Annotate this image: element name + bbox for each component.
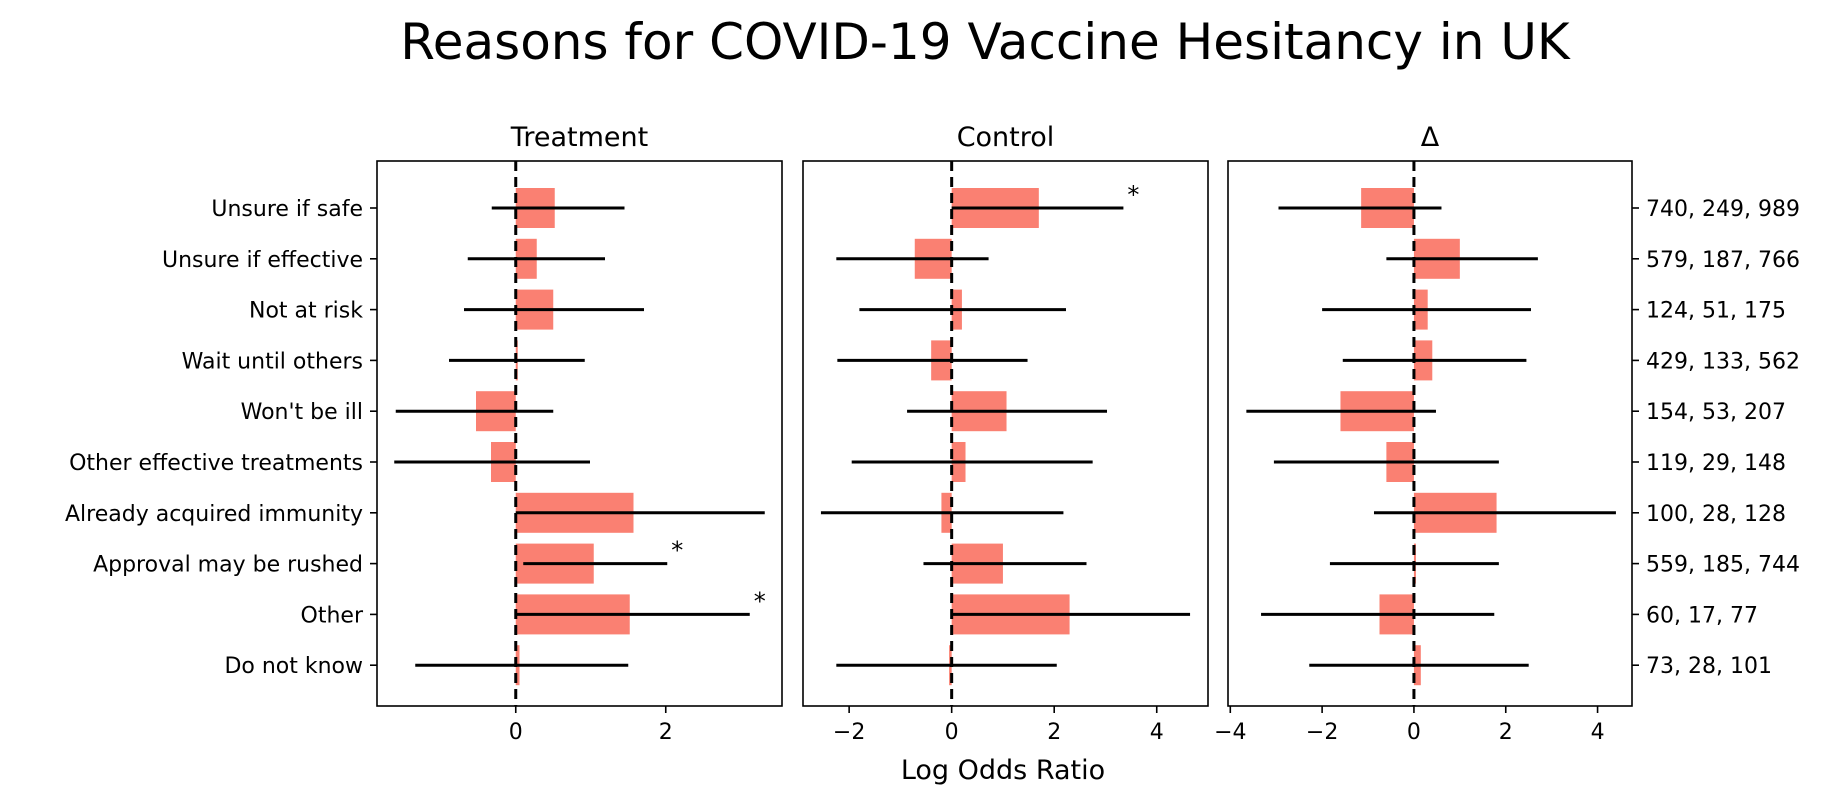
count-label: 154, 53, 207: [1646, 400, 1786, 425]
chart-title: Reasons for COVID-19 Vaccine Hesitancy i…: [400, 13, 1571, 71]
count-label: 559, 185, 744: [1646, 553, 1800, 578]
x-tick-label: −2: [833, 720, 865, 745]
x-tick-label: 2: [1047, 720, 1061, 745]
x-tick-label: 4: [1150, 720, 1164, 745]
panel-2: Δ −4 −2 0 2 4 740, 249, 989 579, 187, 766 124, 5…: [1214, 122, 1800, 745]
x-tick-label: 0: [1407, 720, 1421, 745]
significance-marker: *: [671, 537, 683, 565]
x-tick-label: −4: [1214, 720, 1246, 745]
x-tick-label: 0: [509, 720, 523, 745]
category-label: Won't be ill: [241, 400, 363, 425]
panel-0: * * Treatment 0 2 Unsure if safe Unsure if eff…: [65, 122, 783, 745]
category-label: Already acquired immunity: [65, 502, 363, 527]
panel-title: Control: [957, 122, 1055, 153]
count-label: 429, 133, 562: [1646, 349, 1800, 374]
category-label: Other effective treatments: [69, 451, 363, 476]
x-tick-label: 2: [1499, 720, 1513, 745]
panel-frame: [802, 160, 1209, 707]
category-label: Wait until others: [182, 349, 363, 374]
category-label: Do not know: [224, 654, 363, 679]
category-label: Unsure if safe: [211, 197, 363, 222]
panel-title: Treatment: [510, 122, 648, 153]
count-label: 73, 28, 101: [1646, 654, 1772, 679]
significance-marker: *: [754, 587, 766, 615]
x-axis-label: Log Odds Ratio: [901, 755, 1105, 786]
panel-frame: [1227, 160, 1633, 707]
category-label: Unsure if effective: [162, 248, 363, 273]
panel-title: Δ: [1421, 122, 1440, 153]
count-label: 579, 187, 766: [1646, 248, 1800, 273]
category-label: Not at risk: [249, 299, 363, 324]
count-label: 124, 51, 175: [1646, 299, 1786, 324]
panel-frame: [376, 160, 783, 707]
panel-1: * Control −2 0 2 4: [802, 122, 1209, 745]
count-label: 100, 28, 128: [1646, 502, 1786, 527]
significance-marker: *: [1127, 181, 1139, 209]
count-label: 740, 249, 989: [1646, 197, 1800, 222]
count-label: 119, 29, 148: [1646, 451, 1786, 476]
count-label: 60, 17, 77: [1646, 603, 1758, 628]
category-label: Other: [301, 603, 364, 628]
x-tick-label: 4: [1591, 720, 1605, 745]
x-tick-label: 2: [659, 720, 673, 745]
x-tick-label: −2: [1306, 720, 1338, 745]
x-tick-label: 0: [945, 720, 959, 745]
category-label: Approval may be rushed: [93, 553, 363, 578]
panels-group: * * Treatment 0 2 Unsure if safe Unsure if eff…: [65, 122, 1800, 745]
